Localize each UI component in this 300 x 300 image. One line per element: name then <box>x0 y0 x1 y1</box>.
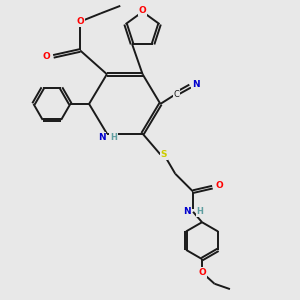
Text: O: O <box>215 181 223 190</box>
Text: O: O <box>198 268 206 277</box>
Text: N: N <box>98 133 105 142</box>
Text: N: N <box>183 207 190 216</box>
Text: O: O <box>43 52 51 61</box>
Text: C: C <box>173 90 179 99</box>
Text: H: H <box>196 207 203 216</box>
Text: O: O <box>139 6 146 15</box>
Text: O: O <box>76 17 84 26</box>
Text: N: N <box>192 80 199 89</box>
Text: S: S <box>161 150 167 159</box>
Text: H: H <box>110 133 117 142</box>
